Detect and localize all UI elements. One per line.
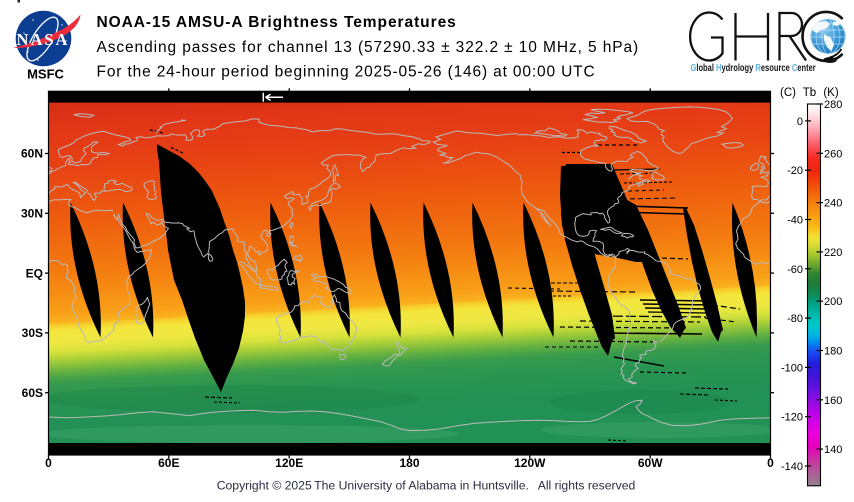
svg-text:60W: 60W bbox=[638, 456, 663, 470]
svg-text:60E: 60E bbox=[158, 456, 179, 470]
svg-text:260: 260 bbox=[824, 148, 842, 160]
svg-text:NOAA-15 AMSU-A Brightness Temp: NOAA-15 AMSU-A Brightness Temperatures bbox=[97, 14, 457, 31]
svg-text:120E: 120E bbox=[275, 456, 303, 470]
svg-text:NASA: NASA bbox=[17, 30, 70, 49]
svg-text:Global Hydrology Resource Cent: Global Hydrology Resource Center bbox=[691, 62, 817, 73]
svg-text:0: 0 bbox=[797, 116, 803, 128]
svg-text:-80: -80 bbox=[787, 313, 803, 325]
svg-text:Copyright © 2025 The Universit: Copyright © 2025 The University of Alaba… bbox=[217, 479, 636, 493]
svg-text:0: 0 bbox=[767, 456, 774, 470]
svg-text:-20: -20 bbox=[787, 165, 803, 177]
svg-text:-40: -40 bbox=[787, 215, 803, 227]
svg-text:-120: -120 bbox=[781, 412, 803, 424]
svg-text:-140: -140 bbox=[781, 461, 803, 473]
svg-text:160: 160 bbox=[824, 395, 842, 407]
svg-text:140: 140 bbox=[824, 444, 842, 456]
svg-text:180: 180 bbox=[824, 346, 842, 358]
svg-text:220: 220 bbox=[824, 247, 842, 259]
svg-text:60N: 60N bbox=[21, 147, 43, 161]
svg-text:60S: 60S bbox=[22, 386, 43, 400]
svg-text:For the 24-hour period beginni: For the 24-hour period beginning 2025-05… bbox=[97, 64, 596, 81]
svg-text:200: 200 bbox=[824, 296, 842, 308]
svg-text:-100: -100 bbox=[781, 362, 803, 374]
svg-text:120W: 120W bbox=[514, 456, 546, 470]
svg-text:(K): (K) bbox=[823, 87, 839, 99]
svg-text:30N: 30N bbox=[21, 207, 43, 221]
svg-text:280: 280 bbox=[824, 99, 842, 111]
svg-text:-60: -60 bbox=[787, 264, 803, 276]
svg-text:30S: 30S bbox=[22, 326, 43, 340]
svg-text:(C): (C) bbox=[780, 87, 796, 99]
svg-text:EQ: EQ bbox=[26, 266, 43, 280]
svg-text:0: 0 bbox=[45, 456, 52, 470]
svg-text:Ascending passes for channel 1: Ascending passes for channel 13 (57290.3… bbox=[97, 39, 640, 56]
svg-text:Tb: Tb bbox=[803, 87, 816, 99]
svg-text:180: 180 bbox=[399, 456, 419, 470]
svg-text:MSFC: MSFC bbox=[27, 67, 64, 82]
svg-text:240: 240 bbox=[824, 198, 842, 210]
